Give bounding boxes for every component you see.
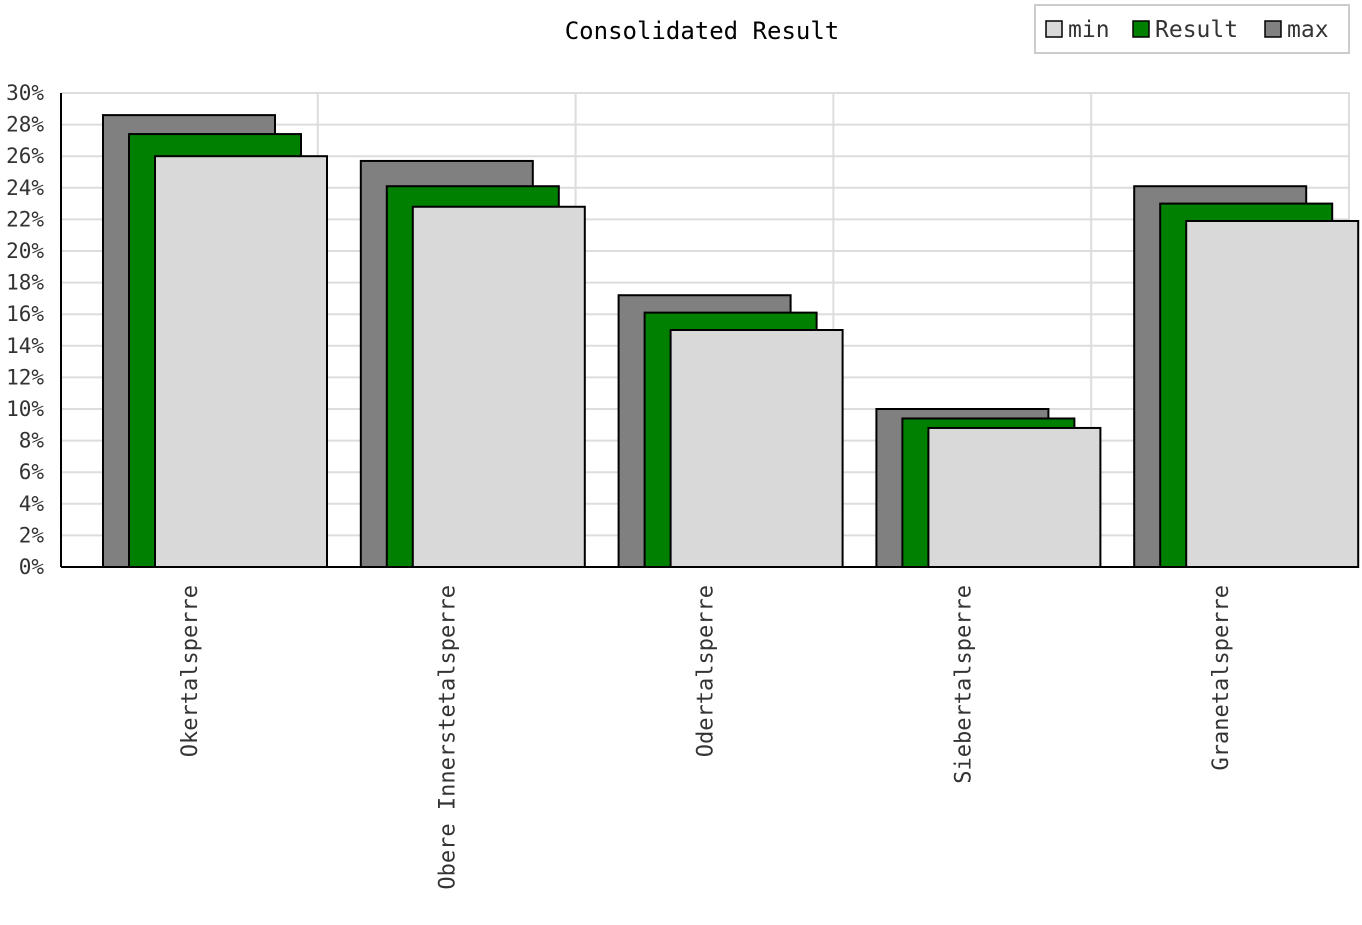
- legend-box: [1034, 4, 1350, 54]
- legend-swatch-result: [1132, 20, 1150, 38]
- bar-min-okertalsperre: [154, 155, 328, 568]
- bar-min-obere-innerstetalsperre: [411, 205, 586, 568]
- bar-min-granetalsperre: [1185, 219, 1360, 568]
- y-tick-label: 16%: [6, 302, 44, 326]
- y-axis-ticks: 0% 2% 4% 6% 8% 10% 12% 14% 16% 18% 20% 22% 24% 26% 28%…: [6, 81, 44, 579]
- y-tick-label: 28%: [6, 113, 44, 137]
- y-tick-label: 8%: [19, 429, 45, 453]
- x-axis-labels: Okertalsperre Obere Innerstetalsperre Oder…: [178, 585, 1234, 890]
- y-tick-label: 0%: [19, 555, 45, 579]
- legend-label-max: max: [1287, 17, 1329, 43]
- y-tick-label: 22%: [6, 207, 44, 231]
- x-tick-label: Obere Innerstetalsperre: [436, 585, 461, 890]
- bar-min-odertalsperre: [669, 329, 844, 568]
- x-tick-label: Granetalsperre: [1209, 585, 1234, 770]
- y-tick-label: 30%: [6, 81, 44, 105]
- bars: [102, 114, 1360, 569]
- y-tick-label: 18%: [6, 271, 44, 295]
- bar-min-siebertalsperre: [927, 426, 1102, 568]
- y-tick-label: 12%: [6, 365, 44, 389]
- chart-title: Consolidated Result: [565, 17, 840, 45]
- legend-swatch-min: [1045, 20, 1063, 38]
- legend-label-min: min: [1068, 17, 1110, 43]
- legend-swatch-max: [1264, 20, 1282, 38]
- axes: [60, 93, 1350, 568]
- x-tick-label: Siebertalsperre: [951, 585, 976, 784]
- y-tick-label: 4%: [19, 492, 45, 516]
- y-tick-label: 6%: [19, 460, 45, 484]
- x-tick-label: Okertalsperre: [178, 585, 203, 757]
- y-tick-label: 24%: [6, 176, 44, 200]
- legend: min Result max: [1034, 4, 1350, 54]
- y-tick-label: 20%: [6, 239, 44, 263]
- y-tick-label: 14%: [6, 334, 44, 358]
- y-tick-label: 2%: [19, 523, 45, 547]
- legend-label-result: Result: [1155, 17, 1238, 43]
- x-tick-label: Odertalsperre: [694, 585, 719, 757]
- y-tick-label: 10%: [6, 397, 44, 421]
- y-tick-label: 26%: [6, 144, 44, 168]
